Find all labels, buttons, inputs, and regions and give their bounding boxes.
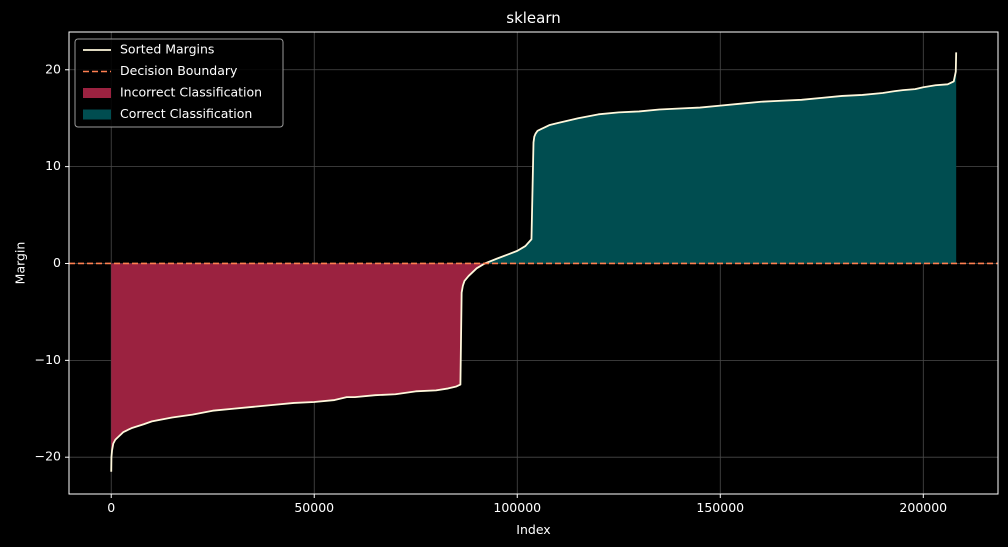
legend-swatch-correct (83, 109, 111, 120)
y-tick-label: 0 (53, 255, 61, 270)
y-axis-label: Margin (13, 242, 28, 285)
series-lines (69, 52, 998, 472)
x-tick-label: 100000 (493, 500, 541, 515)
axis-ticks: 0 50000 100000 150000 200000 −20 −10 0 10 20 (35, 61, 948, 515)
legend: Sorted Margins Decision Boundary Incorrect… (74, 38, 284, 128)
chart-title: sklearn (506, 9, 561, 27)
legend-label: Correct Classification (120, 106, 252, 121)
x-tick-label: 50000 (294, 500, 334, 515)
area-fills (111, 52, 957, 472)
incorrect-classification-area (111, 263, 485, 472)
y-tick-label: −20 (35, 449, 61, 464)
sorted-margins-line (110, 52, 958, 472)
legend-label: Incorrect Classification (120, 85, 262, 100)
x-tick-label: 0 (107, 500, 115, 515)
x-axis-label: Index (516, 522, 550, 537)
legend-label: Sorted Margins (120, 42, 214, 57)
x-tick-label: 200000 (899, 500, 947, 515)
y-tick-label: 20 (45, 61, 61, 76)
legend-label: Decision Boundary (120, 63, 238, 78)
x-tick-label: 150000 (696, 500, 744, 515)
legend-swatch-incorrect (83, 88, 111, 98)
legend-box (74, 38, 284, 128)
y-tick-label: 10 (45, 158, 61, 173)
y-tick-label: −10 (35, 352, 61, 367)
correct-classification-area (484, 52, 957, 264)
